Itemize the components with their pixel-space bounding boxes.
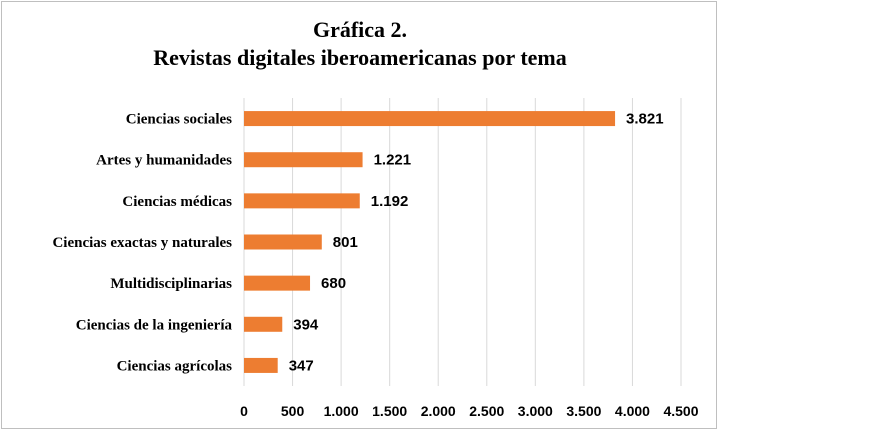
bar-1 xyxy=(244,152,363,168)
bar-0 xyxy=(244,111,616,127)
x-tick-label-6: 3.000 xyxy=(518,403,553,419)
chart-title-line-1: Gráfica 2. xyxy=(312,17,408,42)
bar-6 xyxy=(244,357,278,373)
x-tick-label-3: 1.500 xyxy=(372,403,407,419)
value-label-6: 347 xyxy=(289,357,314,374)
x-tick-label-9: 4.500 xyxy=(663,403,698,419)
bar-2 xyxy=(244,193,360,209)
x-tick-label-5: 2.500 xyxy=(469,403,504,419)
value-label-5: 394 xyxy=(293,316,319,333)
bar-4 xyxy=(244,275,311,291)
category-label-4: Multidisciplinarias xyxy=(110,276,232,292)
x-tick-label-8: 4.000 xyxy=(615,403,650,419)
chart-title-line-2: Revistas digitales iberoamericanas por t… xyxy=(153,45,567,70)
value-label-3: 801 xyxy=(333,234,358,251)
category-label-3: Ciencias exactas y naturales xyxy=(52,235,232,251)
value-label-1: 1.221 xyxy=(374,152,412,169)
x-tick-label-0: 0 xyxy=(240,403,248,419)
x-tick-label-7: 3.500 xyxy=(566,403,601,419)
x-tick-label-4: 2.000 xyxy=(421,403,456,419)
bar-chart-plot: Ciencias sociales 3.821 Artes y humanidade… xyxy=(52,98,699,419)
category-label-5: Ciencias de la ingeniería xyxy=(76,317,233,333)
value-label-0: 3.821 xyxy=(626,111,664,128)
category-label-6: Ciencias agrícolas xyxy=(117,358,233,374)
value-label-4: 680 xyxy=(321,275,346,292)
category-label-1: Artes y humanidades xyxy=(96,153,232,169)
x-tick-label-1: 500 xyxy=(281,403,305,419)
bar-3 xyxy=(244,234,322,250)
category-label-2: Ciencias médicas xyxy=(122,194,232,210)
value-label-2: 1.192 xyxy=(371,193,409,210)
chart-title: Gráfica 2. Revistas digitales iberoameri… xyxy=(2,16,718,72)
x-tick-label-2: 1.000 xyxy=(324,403,359,419)
bar-5 xyxy=(244,316,283,332)
chart-frame: Gráfica 2. Revistas digitales iberoameri… xyxy=(1,1,717,429)
category-label-0: Ciencias sociales xyxy=(126,112,232,128)
